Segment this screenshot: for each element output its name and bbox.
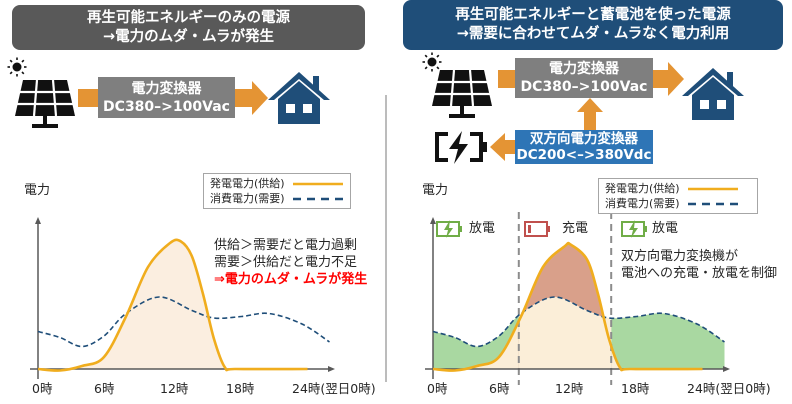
right-arrow-out: [653, 62, 684, 96]
supply-line: [37, 238, 308, 372]
y-axis-arrow: [430, 217, 436, 224]
x-axis-arrow: [328, 366, 335, 372]
x-tick-label: 12時: [160, 381, 189, 396]
left-sun-icon: [6, 56, 28, 78]
up-arrow: [577, 98, 603, 130]
annotation-line: 需要＞供給だと電力不足: [214, 255, 358, 270]
right-annotation: 双方向電力変換機が 電池への充電・放電を制御: [621, 248, 777, 282]
left-legend: 発電電力(供給) 消費電力(需要): [203, 173, 351, 209]
annotation-line: 双方向電力変換機が: [621, 249, 739, 264]
x-tick-label: 24時(翌日0時): [687, 381, 771, 396]
phase-discharge-1: 放電: [469, 221, 496, 236]
legend-supply: 発電電力(供給): [605, 182, 680, 195]
x-tick-label: 0時: [32, 381, 53, 396]
left-header: 再生可能エネルギーのみの電源 →電力のムダ・ムラが発生: [12, 5, 365, 50]
x-tick-label: 18時: [226, 381, 255, 396]
x-axis-arrow: [723, 366, 730, 372]
right-sun-icon: [421, 51, 443, 73]
right-solar-panel-icon: [430, 68, 494, 120]
right-house-icon: [682, 68, 744, 120]
x-tick-label: 24時(翌日0時): [292, 381, 376, 396]
x-tick-label: 12時: [555, 381, 584, 396]
right-legend: 発電電力(供給) 消費電力(需要): [598, 178, 758, 214]
legend-demand: 消費電力(需要): [210, 192, 285, 205]
x-tick-label: 6時: [94, 381, 115, 396]
x-tick-label: 6時: [489, 381, 510, 396]
left-y-axis-label: 電力: [24, 183, 51, 198]
battery-low-icon: [524, 221, 550, 237]
demand-line: [37, 296, 330, 348]
x-tick-label: 18時: [621, 381, 650, 396]
converter-title: 電力変換器: [549, 61, 619, 77]
right-header-line2: →需要に合わせてムダ・ムラなく電力利用: [456, 26, 730, 42]
annotation-warning: ⇒電力のムダ・ムラが発生: [214, 272, 368, 287]
right-arrow-in: [498, 70, 515, 88]
left-house-icon: [268, 72, 330, 124]
right-converter-box: 電力変換器 DC380–>100Vac: [515, 58, 653, 98]
battery-arrow: [490, 133, 515, 161]
converter-title: 電力変換器: [131, 80, 202, 97]
left-header-line1: 再生可能エネルギーのみの電源: [87, 9, 290, 26]
right-header-line1: 再生可能エネルギーと蓄電池を使った電源: [455, 7, 731, 23]
left-arrow-out: [235, 81, 268, 115]
battery-charging-icon: [436, 220, 462, 238]
self-consumption-area: [518, 296, 612, 369]
bidirectional-spec: DC200<–>380Vdc: [516, 147, 652, 163]
legend-demand: 消費電力(需要): [605, 197, 680, 210]
left-solar-panel-icon: [13, 78, 77, 130]
left-converter-box: 電力変換器 DC380–>100Vac: [98, 77, 235, 118]
annotation-line: 供給＞需要だと電力過剰: [214, 238, 358, 253]
right-y-axis-label: 電力: [422, 183, 449, 198]
phase-charge: 充電: [562, 221, 589, 236]
y-axis-arrow: [35, 217, 41, 224]
battery-charging-icon: [435, 131, 487, 164]
legend-supply: 発電電力(供給): [210, 177, 285, 190]
bidirectional-converter-box: 双方向電力変換器 DC200<–>380Vdc: [515, 130, 653, 164]
supply-line: [432, 241, 703, 372]
left-annotation: 供給＞需要だと電力過剰 需要＞供給だと電力不足 ⇒電力のムダ・ムラが発生: [214, 237, 367, 288]
right-header: 再生可能エネルギーと蓄電池を使った電源 →需要に合わせてムダ・ムラなく電力利用: [403, 0, 783, 50]
demand-line: [432, 296, 725, 348]
converter-spec: DC380–>100Vac: [520, 79, 648, 95]
battery-charging-icon: [621, 220, 647, 238]
left-header-line2: →電力のムダ・ムラが発生: [103, 28, 274, 45]
bidirectional-title: 双方向電力変換器: [530, 131, 638, 147]
x-tick-label: 0時: [427, 381, 448, 396]
converter-spec: DC380–>100Vac: [103, 98, 230, 115]
annotation-line: 電池への充電・放電を制御: [621, 266, 778, 281]
supply-area: [38, 239, 308, 371]
phase-discharge-2: 放電: [652, 221, 679, 236]
left-arrow-in: [78, 89, 98, 107]
